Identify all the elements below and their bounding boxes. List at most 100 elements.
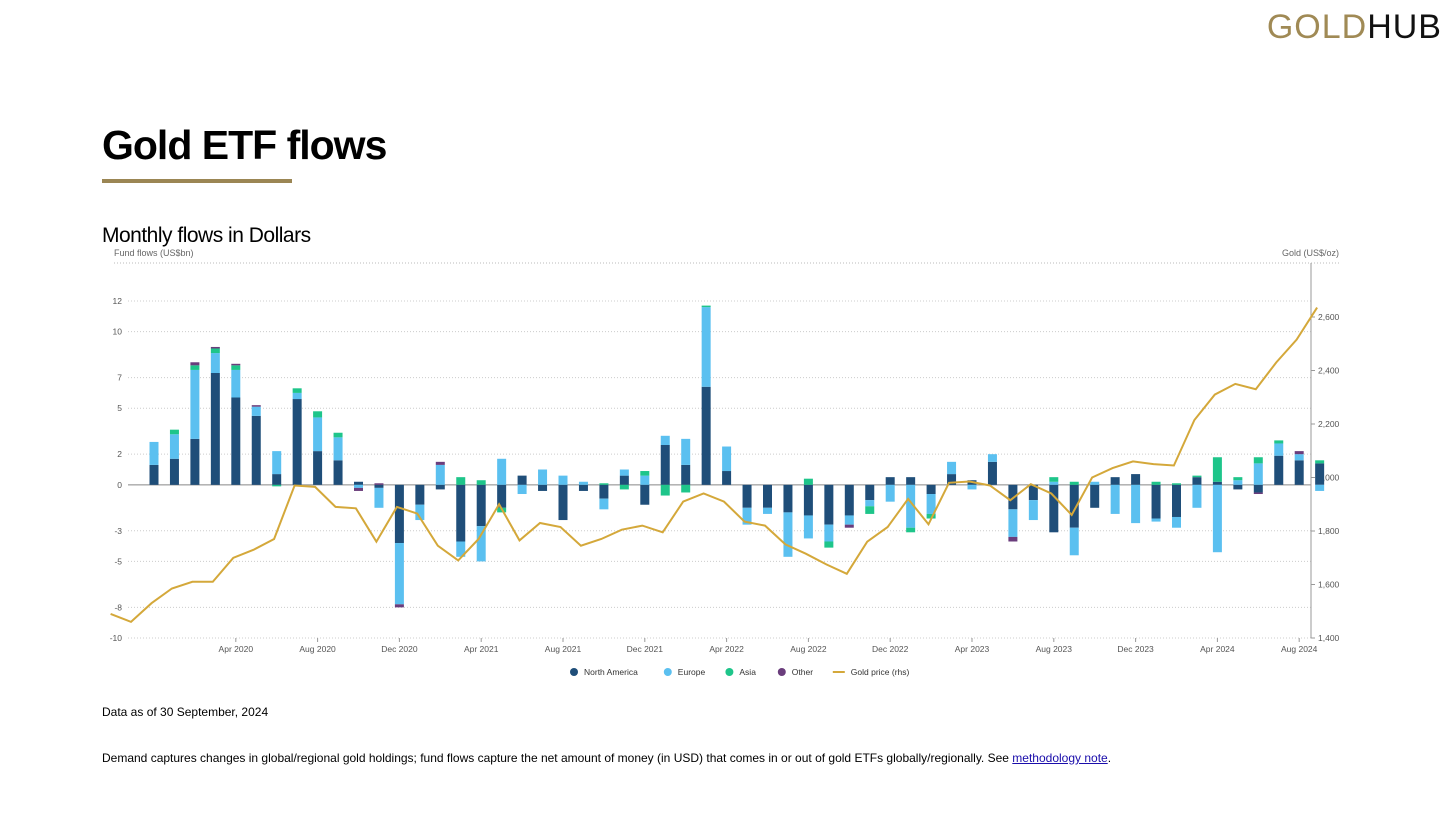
bar-north-america: [599, 484, 609, 499]
bar-asia: [456, 477, 466, 485]
bar-europe: [190, 369, 200, 439]
bar-europe: [783, 512, 793, 557]
y-tick-label: 2: [117, 449, 122, 459]
y-tick-label: 7: [117, 373, 122, 383]
bar-asia: [681, 484, 691, 493]
data-as-of-note: Data as of 30 September, 2024: [102, 705, 269, 719]
y2-tick-label: 2,000: [1318, 473, 1340, 483]
bar-europe: [1151, 518, 1161, 522]
x-tick-label: Apr 2024: [1200, 644, 1235, 654]
y-tick-label: -5: [114, 556, 122, 566]
bar-europe: [415, 504, 425, 521]
bar-north-america: [476, 484, 486, 527]
bar-north-america: [783, 484, 793, 513]
bar-north-america: [660, 444, 670, 485]
bar-other: [354, 487, 363, 491]
bar-europe: [313, 417, 323, 452]
legend-marker: [663, 668, 672, 676]
bar-north-america: [640, 484, 650, 505]
bar-europe: [1315, 484, 1325, 491]
footnote-text: Demand captures changes in global/region…: [102, 751, 1013, 765]
bar-north-america: [763, 484, 772, 508]
y2-tick-label: 1,800: [1318, 526, 1340, 536]
bar-europe: [885, 484, 895, 502]
bar-europe: [333, 437, 343, 461]
bar-north-america: [742, 484, 752, 508]
bar-europe: [1110, 484, 1120, 514]
y-tick-label: -8: [114, 602, 122, 612]
methodology-note-link[interactable]: methodology note: [1012, 751, 1108, 765]
bar-asia: [599, 483, 609, 485]
bar-other: [374, 483, 384, 485]
bar-asia: [906, 527, 916, 533]
bar-europe: [476, 526, 486, 562]
bar-north-america: [394, 484, 404, 544]
goldhub-logo[interactable]: GOLDHUB: [1267, 10, 1442, 44]
bar-north-america: [1212, 481, 1222, 485]
bar-north-america: [1274, 455, 1284, 485]
bar-other: [251, 405, 261, 407]
y2-tick-label: 2,400: [1318, 366, 1340, 376]
methodology-footnote: Demand captures changes in global/region…: [102, 751, 1111, 765]
bar-north-america: [1028, 484, 1038, 501]
bar-north-america: [517, 475, 527, 485]
bar-north-america: [926, 484, 936, 495]
bar-other: [1294, 451, 1304, 455]
bar-north-america: [558, 484, 568, 521]
bar-europe: [742, 507, 752, 525]
y2-tick-label: 1,600: [1318, 580, 1340, 590]
bar-europe: [1049, 481, 1059, 485]
y2-tick-label: 2,200: [1318, 419, 1340, 429]
gold-price-line: [110, 307, 1318, 624]
y2-tick-label: 1,400: [1318, 633, 1340, 643]
bar-asia: [210, 348, 220, 354]
x-tick-label: Dec 2023: [1117, 644, 1154, 654]
x-tick-label: Aug 2023: [1036, 644, 1073, 654]
bar-north-america: [272, 474, 282, 485]
bar-europe: [231, 369, 241, 398]
x-tick-label: Dec 2020: [381, 644, 418, 654]
bar-north-america: [681, 464, 691, 485]
bar-north-america: [497, 484, 507, 508]
bar-north-america: [354, 481, 363, 485]
bar-asia: [803, 478, 813, 485]
bar-other: [435, 461, 445, 465]
bar-other: [210, 346, 220, 349]
y-tick-label: -3: [114, 526, 122, 536]
bar-europe: [1028, 500, 1038, 521]
x-tick-label: Aug 2022: [790, 644, 827, 654]
bar-europe: [599, 498, 609, 510]
bar-asia: [476, 480, 486, 485]
bar-north-america: [149, 464, 159, 485]
bar-asia: [926, 513, 936, 519]
etf-flows-chart: Fund flows (US$bn) Gold (US$/oz) 12 10 7 5 2 0 -…: [110, 248, 1340, 677]
bar-asia: [272, 484, 282, 487]
bar-europe: [722, 446, 732, 472]
bar-north-america: [190, 438, 200, 485]
bar-other: [190, 362, 200, 366]
bar-north-america: [803, 484, 813, 516]
bar-europe: [1192, 484, 1202, 508]
bar-europe: [251, 406, 261, 416]
y-tick-label: -10: [110, 633, 123, 643]
bar-europe: [947, 461, 957, 475]
bar-north-america: [313, 451, 323, 485]
bar-europe: [169, 434, 179, 459]
bar-europe: [435, 464, 445, 485]
chart-title: Monthly flows in Dollars: [102, 224, 311, 247]
bar-asia: [1315, 460, 1325, 464]
bar-north-america: [1192, 477, 1202, 485]
bar-north-america: [292, 399, 302, 485]
bar-europe: [701, 307, 711, 387]
bar-asia: [169, 429, 179, 435]
bar-europe: [1131, 484, 1141, 524]
bar-asia: [190, 365, 200, 370]
bar-europe: [640, 475, 650, 485]
bar-north-america: [619, 475, 629, 485]
bar-europe: [1212, 484, 1222, 553]
y-tick-label: 10: [113, 327, 123, 337]
legend-marker: [725, 668, 734, 676]
footnote-end: .: [1107, 751, 1112, 765]
bar-europe: [149, 441, 159, 465]
bar-europe: [619, 469, 629, 476]
